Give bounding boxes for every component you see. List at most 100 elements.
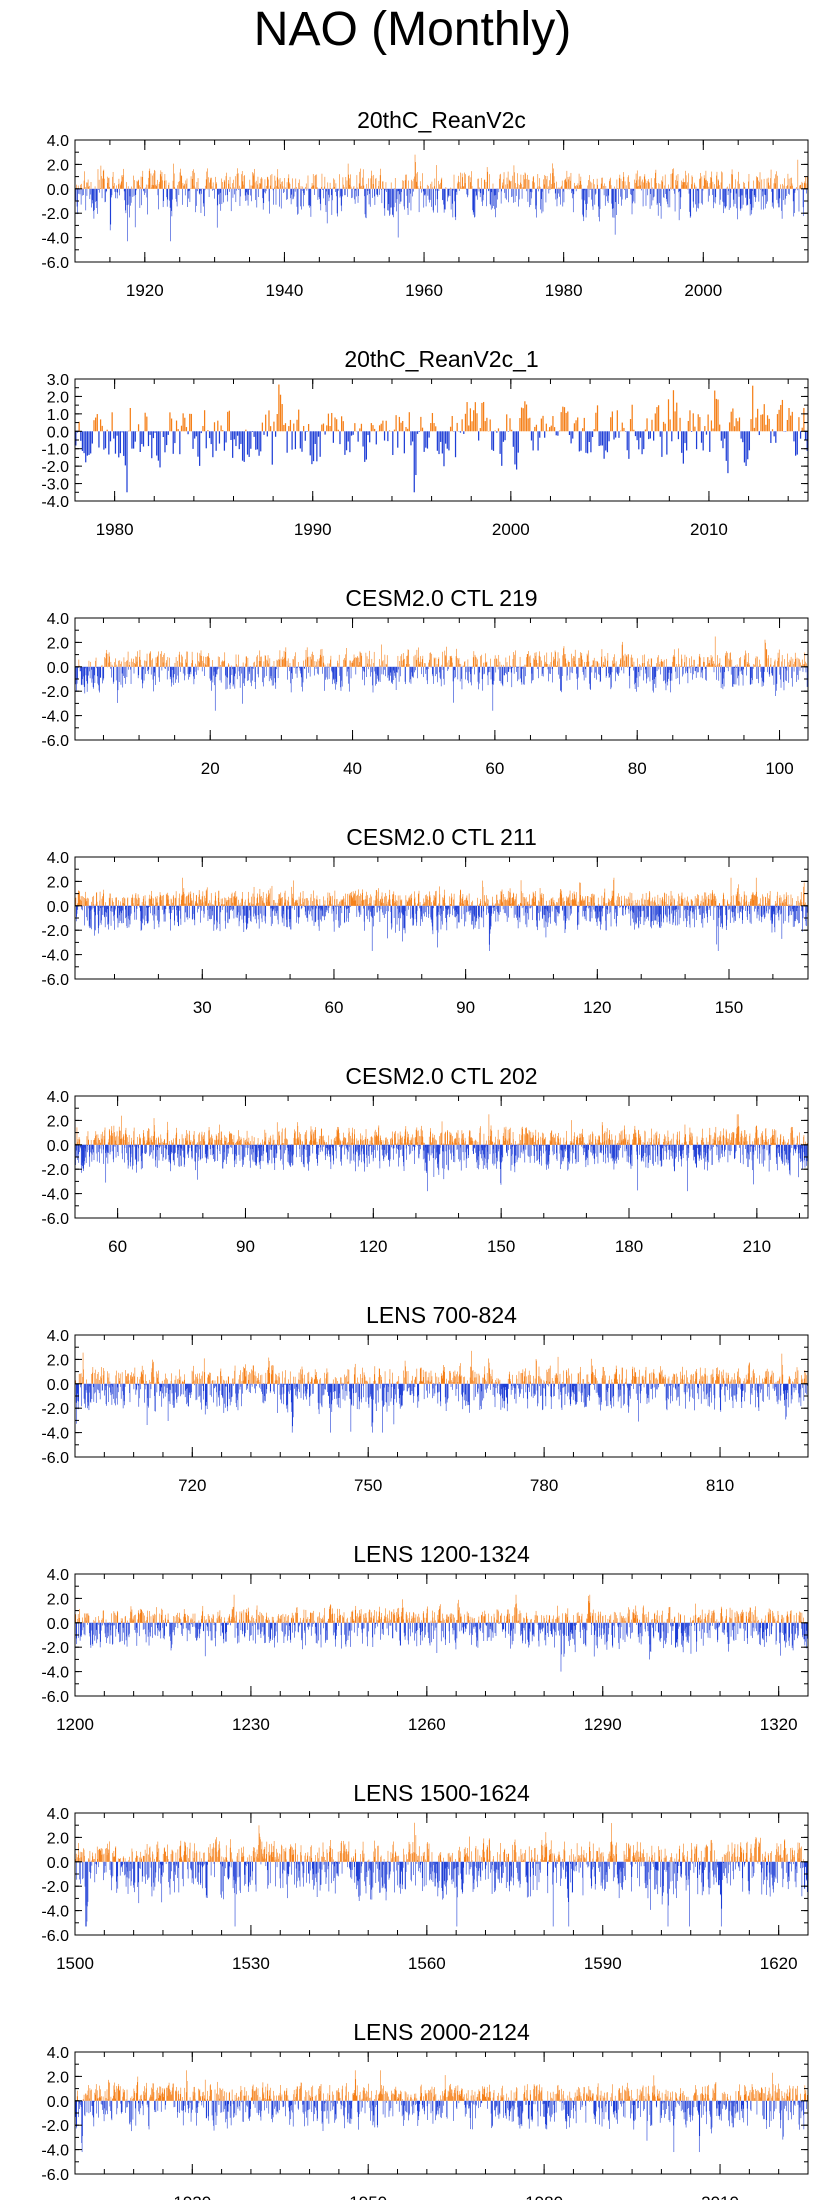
bar-negative	[372, 905, 373, 911]
bar-negative	[617, 666, 619, 675]
bar-negative	[283, 905, 284, 915]
bar-positive	[386, 903, 388, 906]
bar-positive	[292, 897, 293, 906]
bar-negative	[158, 905, 160, 928]
bar-negative	[262, 188, 263, 199]
bar-positive	[214, 900, 216, 906]
bar-positive	[620, 178, 622, 189]
bar-positive	[519, 185, 521, 189]
bar-positive	[432, 187, 433, 189]
bar-positive	[185, 662, 187, 667]
bar-positive	[281, 898, 282, 906]
bar-positive	[471, 421, 473, 432]
bar-positive	[237, 665, 239, 667]
bar-negative	[184, 666, 186, 676]
bar-positive	[394, 895, 396, 906]
bar-positive	[295, 900, 297, 906]
bar-positive	[538, 655, 540, 667]
bar-negative	[304, 431, 306, 441]
bar-negative	[572, 431, 574, 439]
bar-negative	[327, 666, 328, 680]
bar-negative	[640, 666, 642, 671]
bar-negative	[391, 666, 393, 682]
bar-negative	[213, 905, 215, 921]
bar-series	[75, 384, 808, 493]
bar-negative	[616, 905, 617, 927]
y-tick-label: 4.0	[47, 611, 69, 628]
bar-positive	[356, 657, 358, 667]
bar-negative	[154, 666, 156, 677]
bar-positive	[217, 420, 219, 432]
bar-positive	[235, 898, 236, 906]
bar-positive	[373, 651, 375, 667]
bar-negative	[374, 666, 376, 672]
bar-positive	[588, 180, 589, 189]
bar-positive	[574, 649, 576, 667]
bar-negative	[325, 666, 327, 678]
bar-positive	[174, 187, 176, 189]
bar-positive	[337, 903, 339, 906]
bar-negative	[169, 666, 171, 680]
bar-positive	[773, 183, 775, 189]
bar-negative	[271, 666, 273, 686]
bar-negative	[201, 905, 203, 911]
bar-positive	[302, 890, 304, 906]
bar-positive	[322, 655, 324, 667]
bar-negative	[510, 666, 512, 673]
bar-negative	[77, 905, 79, 910]
bar-negative	[176, 188, 178, 207]
bar-negative	[194, 666, 196, 672]
bar-negative	[240, 431, 242, 444]
bar-negative	[655, 905, 657, 921]
bar-positive	[759, 664, 761, 667]
bar-positive	[572, 893, 573, 906]
bar-positive	[466, 895, 468, 906]
bar-negative	[752, 666, 754, 669]
bar-positive	[366, 891, 367, 906]
bar-positive	[694, 896, 696, 906]
bar-positive	[717, 663, 719, 667]
bar-positive	[545, 175, 546, 189]
bar-positive	[330, 655, 332, 667]
bar-negative	[143, 188, 144, 192]
bar-positive	[414, 891, 415, 906]
bar-negative	[454, 905, 456, 911]
bar-positive	[691, 184, 692, 189]
bar-negative	[303, 666, 305, 669]
bar-positive	[513, 652, 514, 667]
bar-negative	[390, 905, 392, 912]
bar-negative	[698, 188, 700, 204]
bar-negative	[519, 905, 520, 918]
bar-negative	[115, 188, 116, 199]
bar-negative	[702, 905, 703, 919]
bar-negative	[701, 905, 702, 924]
bar-positive	[714, 636, 716, 667]
bar-negative	[751, 666, 752, 678]
bar-negative	[618, 666, 620, 673]
bar-positive	[182, 895, 184, 906]
bar-negative	[733, 188, 735, 207]
bar-positive	[483, 905, 485, 906]
bar-positive	[373, 174, 375, 189]
bar-positive	[652, 897, 653, 906]
bar-positive	[352, 662, 354, 667]
bar-positive	[178, 898, 180, 906]
bar-positive	[422, 655, 424, 667]
bar-negative	[308, 905, 309, 911]
bar-positive	[166, 894, 168, 906]
bar-negative	[727, 431, 729, 474]
bar-positive	[385, 893, 386, 906]
bar-negative	[202, 188, 204, 207]
bar-negative	[325, 188, 326, 206]
bar-negative	[358, 188, 359, 196]
bar-negative	[324, 431, 326, 435]
bar-negative	[146, 905, 148, 924]
bar-positive	[564, 179, 566, 189]
bar-negative	[388, 188, 390, 205]
bar-positive	[563, 646, 565, 667]
bar-positive	[274, 902, 276, 906]
bar-positive	[706, 179, 707, 189]
bar-positive	[604, 656, 606, 667]
bar-negative	[249, 905, 250, 911]
bar-negative	[764, 666, 765, 672]
